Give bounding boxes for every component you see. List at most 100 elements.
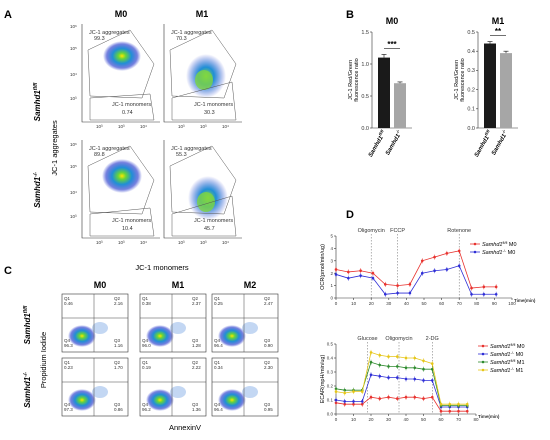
tick-x: 10³ [118, 124, 125, 129]
quadrant-value: 0.34 [214, 365, 223, 370]
injection-label: FCCP [390, 228, 405, 234]
y-tick-label: 3 [330, 258, 333, 263]
data-point [433, 269, 436, 273]
y-tick-label: 0.0 [361, 126, 369, 132]
legend-entry-tail: M0 [507, 242, 516, 248]
data-point [343, 391, 347, 395]
data-point [448, 409, 452, 413]
quadrant-value: 2.22 [192, 365, 201, 370]
flow-plot-a-m1-ko: JC-1 aggregates 55.3 JC-1 monomers 45.7 [163, 140, 242, 239]
error-bar [487, 41, 493, 44]
data-point [369, 395, 373, 399]
data-point [408, 283, 412, 286]
quadrant-name: Q1 [64, 360, 71, 365]
data-point [404, 377, 408, 381]
category-label-main: Samhd1 [368, 135, 385, 159]
y-tick-label: 0.5 [361, 94, 369, 100]
series-line [335, 265, 497, 295]
quadrant-name: Q1 [142, 296, 149, 301]
y-axis-label: JC-1 Red/Greenfluorescence ratio [454, 58, 466, 101]
monomers-value: 30.3 [204, 110, 215, 116]
data-point [395, 365, 399, 368]
data-point [352, 402, 355, 406]
panel-a-row-title-flfl: Samhd1fl/fl [33, 82, 42, 121]
y-tick-label: 0.0 [327, 412, 334, 417]
monomers-label: JC-1 monomers [194, 102, 233, 108]
y-tick-label: 0 [330, 296, 333, 301]
data-point [430, 395, 434, 399]
y-tick-label: 0.5 [327, 342, 334, 347]
aggregates-label: JC-1 aggregates [89, 146, 130, 152]
legend-swatch-dot [473, 242, 477, 246]
data-point [413, 395, 417, 399]
tick-x: 10³ [96, 124, 103, 129]
x-tick-label: 20 [368, 417, 374, 422]
chart-title: M1 [492, 16, 505, 26]
legend-swatch-dot [481, 368, 485, 372]
x-axis-label: Time(min) [478, 414, 500, 419]
quadrant-name: Q1 [142, 360, 149, 365]
series-line [335, 250, 497, 289]
data-point [334, 387, 338, 391]
injection-label: Glucose [357, 336, 377, 342]
data-point [395, 397, 399, 400]
data-point [420, 259, 424, 263]
quadrant-value: 96.4 [214, 407, 223, 412]
data-point [334, 268, 338, 271]
x-tick-label: 100 [508, 301, 516, 306]
data-point [433, 255, 436, 259]
quadrant-name: Q3 [114, 338, 121, 343]
monomers-label: JC-1 monomers [194, 218, 233, 224]
data-point [369, 360, 373, 364]
quadrant-value: 2.30 [264, 365, 273, 370]
quadrant-value: 96.3 [64, 343, 73, 348]
data-point [395, 355, 399, 358]
legend-entry-tail: M1 [515, 360, 524, 366]
panel-a-col-title-m1: M1 [196, 9, 209, 19]
quadrant-value: 1.70 [114, 365, 123, 370]
data-point [395, 376, 399, 379]
aggregates-label: JC-1 aggregates [171, 30, 212, 36]
x-tick-label: 80 [474, 301, 480, 306]
x-tick-label: 10 [351, 301, 357, 306]
y-tick-label: 0.5 [467, 30, 475, 36]
panel-a-y-title: JC-1 aggregates [50, 120, 59, 176]
legend-entry: Samhd1fl/fl M1 [490, 359, 525, 366]
y-tick-label: 0.4 [467, 49, 475, 55]
quadrant-name: Q2 [264, 360, 271, 365]
legend-entry-sup: -/- [511, 367, 515, 371]
quadrant-name: Q2 [114, 360, 121, 365]
data-point [457, 264, 461, 268]
legend-entry-sup: -/- [511, 351, 515, 355]
quadrant-name: Q4 [214, 402, 221, 407]
x-tick-label: 70 [457, 301, 463, 306]
quadrant-name: Q2 [114, 296, 121, 301]
data-point [378, 353, 382, 357]
aggregates-value: 89.8 [94, 152, 105, 158]
data-point [404, 356, 408, 360]
legend-entry-main: Samhd1 [482, 250, 503, 256]
data-point [439, 409, 443, 413]
quadrant-name: Q2 [192, 296, 199, 301]
tick-y: 10³ [70, 214, 77, 219]
data-point [383, 283, 387, 286]
quadrant-value: 0.38 [142, 301, 151, 306]
category-label-main: Samhd1 [385, 133, 402, 157]
data-point [369, 351, 373, 354]
data-point [494, 292, 498, 296]
data-point [445, 268, 449, 271]
data-point [359, 274, 362, 277]
panel-a-col-title-m0: M0 [115, 9, 128, 19]
error-bar [503, 50, 509, 54]
quadrant-value: 1.36 [192, 407, 201, 412]
tick-x: 10⁴ [222, 124, 229, 129]
category-label-sup: -/- [500, 128, 507, 134]
quadrant-value: 97.3 [64, 407, 73, 412]
data-point [430, 362, 434, 365]
monomers-label: JC-1 monomers [112, 102, 151, 108]
legend-entry-tail: M1 [514, 368, 523, 374]
quadrant-name: Q2 [192, 360, 199, 365]
